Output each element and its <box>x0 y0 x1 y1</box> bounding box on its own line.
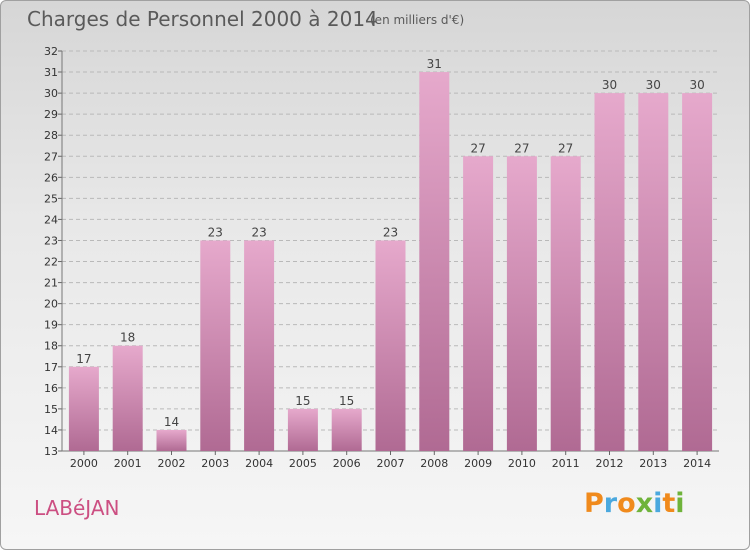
y-tick-label: 30 <box>44 87 58 100</box>
bar <box>156 429 187 451</box>
data-label: 30 <box>689 78 704 92</box>
y-tick-label: 13 <box>44 445 58 458</box>
x-tick-label: 2008 <box>420 457 448 470</box>
logo-letter: r <box>603 488 618 519</box>
y-tick-label: 20 <box>44 298 58 311</box>
bar <box>638 93 669 452</box>
data-label: 14 <box>164 415 179 429</box>
x-tick-label: 2006 <box>333 457 361 470</box>
x-tick-label: 2000 <box>70 457 98 470</box>
y-tick-label: 22 <box>44 256 58 269</box>
x-tick-label: 2013 <box>639 457 667 470</box>
data-label: 17 <box>76 352 91 366</box>
x-tick-label: 2011 <box>552 457 580 470</box>
labels: 2000 17 2001 18 2002 14 2003 23 2004 23 2005 15 2006… <box>70 57 711 470</box>
y-tick-label: 31 <box>44 66 58 79</box>
data-label: 30 <box>602 78 617 92</box>
bar <box>506 156 537 451</box>
bar <box>463 156 494 451</box>
x-tick-label: 2007 <box>377 457 405 470</box>
data-label: 15 <box>339 394 354 408</box>
bar <box>68 366 99 451</box>
data-label: 31 <box>427 57 442 71</box>
y-tick-label: 17 <box>44 361 58 374</box>
y-tick-label: 18 <box>44 340 58 353</box>
y-tick-label: 29 <box>44 108 58 121</box>
bar <box>375 240 406 451</box>
data-label: 18 <box>120 331 135 345</box>
x-tick-label: 2014 <box>683 457 711 470</box>
bar <box>287 408 318 451</box>
y-tick-label: 24 <box>44 213 58 226</box>
y-tick-label: 27 <box>44 150 58 163</box>
x-tick-label: 2010 <box>508 457 536 470</box>
logo-letter: i <box>653 488 663 519</box>
chart-title: Charges de Personnel 2000 à 2014 <box>27 7 378 31</box>
y-tick-label: 16 <box>44 382 58 395</box>
y-tick-label: 26 <box>44 171 58 184</box>
bar <box>244 240 275 451</box>
logo-letter: t <box>662 488 676 519</box>
x-tick-label: 2001 <box>114 457 142 470</box>
bar <box>550 156 581 451</box>
data-label: 23 <box>208 225 223 239</box>
bar <box>419 72 450 451</box>
logo-letter: P <box>584 488 604 519</box>
data-label: 30 <box>646 78 661 92</box>
data-label: 23 <box>383 225 398 239</box>
x-tick-label: 2003 <box>201 457 229 470</box>
y-tick-label: 28 <box>44 129 58 142</box>
x-tick-label: 2002 <box>158 457 186 470</box>
logo-letter: i <box>675 488 685 519</box>
y-tick-label: 21 <box>44 277 58 290</box>
y-tick-label: 23 <box>44 234 58 247</box>
y-tick-label: 14 <box>44 424 58 437</box>
data-label: 27 <box>470 141 485 155</box>
y-tick-label: 19 <box>44 319 58 332</box>
data-label: 27 <box>558 141 573 155</box>
proxiti-logo: Proxiti <box>584 488 685 519</box>
x-tick-label: 2012 <box>596 457 624 470</box>
bars <box>68 72 713 452</box>
x-tick-label: 2009 <box>464 457 492 470</box>
data-label: 15 <box>295 394 310 408</box>
bar <box>682 93 713 452</box>
y-tick-label: 32 <box>44 45 58 58</box>
bar <box>594 93 625 452</box>
data-label: 23 <box>251 225 266 239</box>
bar <box>200 240 231 451</box>
x-tick-label: 2004 <box>245 457 273 470</box>
bar <box>331 408 362 451</box>
logo-letter: x <box>635 488 654 519</box>
commune-name: LABéJAN <box>34 496 120 520</box>
bar <box>112 345 143 451</box>
logo-letter: o <box>617 488 636 519</box>
chart-subtitle: (en milliers d'€) <box>370 13 465 27</box>
x-tick-label: 2005 <box>289 457 317 470</box>
y-tick-label: 15 <box>44 403 58 416</box>
y-tick-label: 25 <box>44 192 58 205</box>
data-label: 27 <box>514 141 529 155</box>
